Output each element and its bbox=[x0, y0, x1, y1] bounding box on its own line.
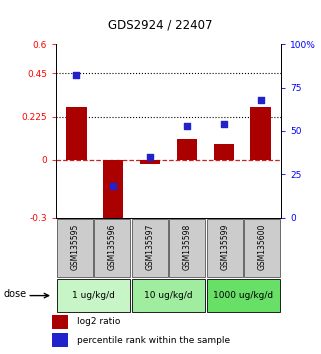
Text: 1000 ug/kg/d: 1000 ug/kg/d bbox=[213, 291, 273, 300]
Text: GDS2924 / 22407: GDS2924 / 22407 bbox=[108, 19, 213, 32]
Point bbox=[111, 184, 116, 189]
Bar bbox=[103, 160, 123, 227]
Text: log2 ratio: log2 ratio bbox=[77, 317, 121, 326]
Text: GSM135599: GSM135599 bbox=[220, 224, 229, 270]
Text: 1 ug/kg/d: 1 ug/kg/d bbox=[72, 291, 115, 300]
Text: dose: dose bbox=[3, 289, 26, 299]
Bar bbox=[207, 219, 243, 277]
Bar bbox=[214, 144, 234, 160]
Bar bbox=[207, 279, 280, 312]
Text: GSM135597: GSM135597 bbox=[145, 224, 154, 270]
Point bbox=[148, 154, 153, 160]
Text: GSM135596: GSM135596 bbox=[108, 224, 117, 270]
Point bbox=[221, 121, 226, 127]
Text: GSM135598: GSM135598 bbox=[183, 224, 192, 270]
Text: GSM135595: GSM135595 bbox=[70, 224, 79, 270]
Bar bbox=[169, 219, 205, 277]
Bar bbox=[57, 279, 130, 312]
Bar bbox=[52, 315, 68, 329]
Text: GSM135600: GSM135600 bbox=[258, 224, 267, 270]
Bar bbox=[94, 219, 130, 277]
Bar bbox=[132, 219, 168, 277]
Text: 10 ug/kg/d: 10 ug/kg/d bbox=[144, 291, 193, 300]
Bar bbox=[177, 139, 197, 160]
Bar bbox=[132, 279, 205, 312]
Point bbox=[74, 73, 79, 78]
Bar bbox=[66, 107, 87, 160]
Point bbox=[184, 123, 189, 129]
Bar bbox=[250, 107, 271, 160]
Text: percentile rank within the sample: percentile rank within the sample bbox=[77, 336, 230, 345]
Bar bbox=[244, 219, 280, 277]
Bar bbox=[140, 160, 160, 164]
Bar bbox=[57, 219, 93, 277]
Point bbox=[258, 97, 263, 103]
Bar bbox=[52, 333, 68, 348]
